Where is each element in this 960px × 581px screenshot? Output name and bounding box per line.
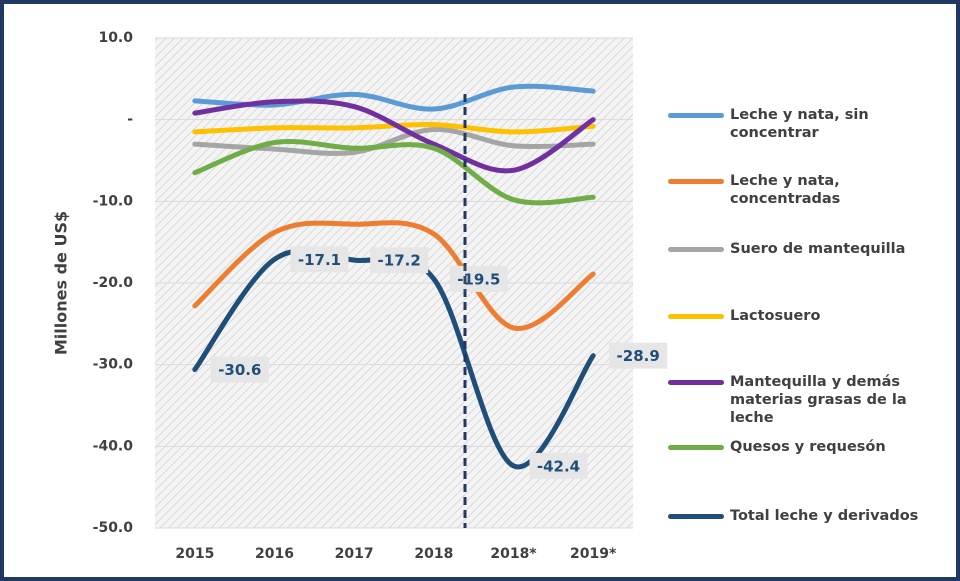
data-label: -30.6 — [218, 361, 261, 379]
legend-swatch — [668, 314, 724, 319]
data-label: -42.4 — [537, 457, 580, 475]
x-tick-label: 2016 — [255, 546, 294, 562]
data-label-box — [370, 247, 429, 274]
legend-swatch — [668, 380, 724, 385]
y-tick-label: -40.0 — [93, 438, 134, 454]
legend-item: Suero de mantequilla — [668, 240, 953, 258]
x-tick-label: 2019* — [570, 546, 617, 562]
data-label: -17.2 — [378, 252, 421, 270]
legend-item: Leche y nata, concentradas — [668, 172, 953, 208]
y-tick-label: -30.0 — [93, 357, 134, 373]
data-label: -19.5 — [457, 270, 500, 288]
series-line — [192, 83, 596, 112]
legend-label: Total leche y derivados — [730, 508, 919, 524]
legend-label: Leche y nata, concentradas — [730, 173, 841, 207]
legend-item: Total leche y derivados — [668, 507, 953, 525]
x-tick-label: 2018 — [414, 546, 453, 562]
legend-swatch — [668, 247, 724, 252]
series-line — [192, 220, 596, 331]
legend-item: Lactosuero — [668, 307, 953, 325]
legend-label: Lactosuero — [730, 308, 821, 324]
legend-item: Quesos y requesón — [668, 438, 953, 456]
legend-swatch — [668, 113, 724, 118]
legend-label: Quesos y requesón — [730, 439, 886, 455]
data-label-box — [210, 356, 269, 383]
series-line — [192, 138, 596, 206]
data-label-box — [290, 246, 349, 273]
legend-label: Leche y nata, sin concentrar — [730, 107, 869, 141]
legend-item: Leche y nata, sin concentrar — [668, 106, 953, 142]
data-label: -17.1 — [298, 251, 341, 269]
legend-swatch — [668, 514, 724, 519]
y-tick-label: 10.0 — [98, 30, 133, 46]
legend-swatch — [668, 179, 724, 184]
x-tick-label: 2015 — [175, 546, 214, 562]
data-label-box — [529, 452, 588, 479]
x-tick-label: 2018* — [490, 546, 537, 562]
y-tick-label: - — [127, 112, 133, 128]
data-label: -28.9 — [617, 347, 660, 365]
y-tick-label: -20.0 — [93, 275, 134, 291]
y-tick-label: -10.0 — [93, 193, 134, 209]
y-tick-label: -50.0 — [93, 520, 134, 536]
legend-label: Suero de mantequilla — [730, 241, 906, 257]
x-tick-label: 2017 — [335, 546, 374, 562]
data-label-box — [449, 265, 508, 292]
series-line — [192, 126, 596, 156]
series-line — [192, 98, 596, 174]
legend-item: Mantequilla y demás materias grasas de l… — [668, 373, 953, 427]
y-axis-label: Millones de US$ — [52, 211, 71, 355]
legend-swatch — [668, 445, 724, 450]
legend-label: Mantequilla y demás materias grasas de l… — [730, 374, 907, 426]
data-label-box — [609, 342, 668, 369]
